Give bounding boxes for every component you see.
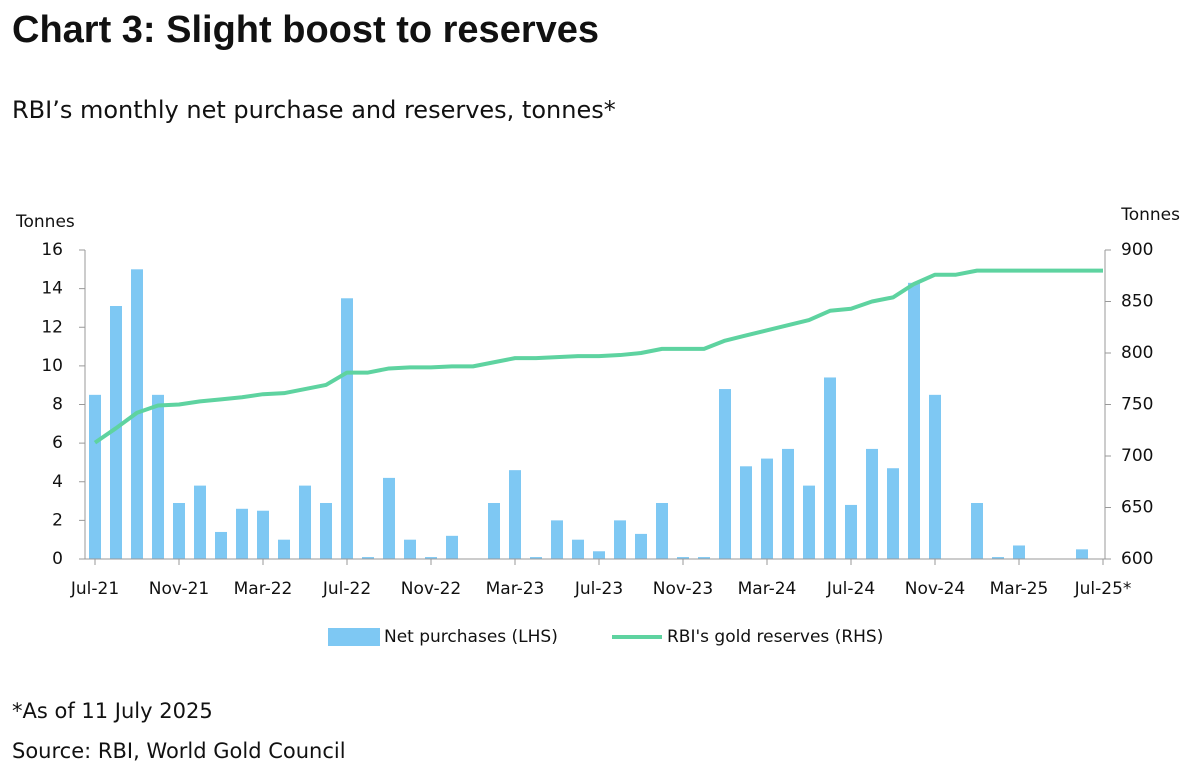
bar (278, 539, 290, 559)
bar (383, 477, 395, 559)
legend-label: RBI's gold reserves (RHS) (667, 627, 883, 647)
bar (698, 557, 710, 559)
bar (425, 557, 437, 559)
bar (257, 510, 269, 559)
bar (908, 282, 920, 559)
y-tick-label: 4 (52, 472, 63, 492)
y-tick-label: 10 (41, 356, 63, 376)
x-tick-label: Jul-23 (574, 579, 623, 599)
x-tick-label: Jul-25* (1074, 579, 1132, 599)
x-tick-label: Nov-22 (401, 579, 462, 599)
line (93, 268, 1103, 445)
bar (215, 531, 227, 559)
y-tick-label: 2 (52, 510, 63, 530)
y2-tick-label: 850 (1121, 292, 1153, 312)
bar (761, 458, 773, 559)
bar (614, 520, 626, 559)
bar (299, 485, 311, 559)
bar (677, 557, 689, 559)
bar (488, 502, 500, 559)
y2-tick-label: 800 (1121, 343, 1153, 363)
bar (845, 504, 857, 559)
footnote: *As of 11 July 2025 (12, 699, 213, 723)
bar (152, 394, 164, 559)
bar (1013, 545, 1025, 559)
y2-tick-label: 700 (1121, 446, 1153, 466)
bar (404, 539, 416, 559)
x-tick-label: Nov-21 (149, 579, 210, 599)
bar (173, 502, 185, 559)
bar (740, 466, 752, 559)
source: Source: RBI, World Gold Council (12, 739, 346, 763)
legend-label: Net purchases (LHS) (384, 627, 558, 647)
x-tick-label: Jul-24 (826, 579, 875, 599)
bar (992, 557, 1004, 559)
x-tick-label: Mar-25 (990, 579, 1049, 599)
bar (803, 485, 815, 559)
bar (551, 520, 563, 559)
bar (824, 377, 836, 559)
x-tick-label: Nov-23 (653, 579, 714, 599)
y-tick-label: 6 (52, 433, 63, 453)
x-tick-label: Jul-21 (70, 579, 119, 599)
bar (341, 298, 353, 559)
y2-tick-label: 750 (1121, 395, 1153, 415)
bar (887, 468, 899, 559)
bar (656, 502, 668, 559)
bar (446, 535, 458, 559)
legend-swatch (328, 628, 380, 646)
y-tick-label: 0 (52, 549, 63, 569)
bar (236, 508, 248, 559)
chart-title: Chart 3: Slight boost to reserves (12, 9, 599, 51)
bar (110, 306, 122, 559)
x-tick-label: Jul-22 (322, 579, 371, 599)
bar (89, 394, 101, 559)
y-tick-label: 14 (41, 279, 63, 299)
x-tick-label: Mar-22 (234, 579, 293, 599)
bar (635, 533, 647, 559)
y-tick-label: 16 (41, 240, 63, 260)
bar (530, 557, 542, 559)
bar (929, 394, 941, 559)
y2-tick-label: 650 (1121, 498, 1153, 518)
bar (719, 389, 731, 559)
bar (320, 502, 332, 559)
bar (782, 448, 794, 559)
bar (593, 551, 605, 559)
x-tick-label: Mar-24 (738, 579, 797, 599)
bar (194, 485, 206, 559)
chart-subtitle: RBI’s monthly net purchase and reserves,… (12, 96, 616, 124)
bar (572, 539, 584, 559)
bar (971, 502, 983, 559)
y-tick-label: 12 (41, 317, 63, 337)
y2-tick-label: 600 (1121, 549, 1153, 569)
bar (509, 470, 521, 559)
x-tick-label: Nov-24 (905, 579, 966, 599)
y2-axis-label: Tonnes (1120, 205, 1180, 225)
y2-tick-label: 900 (1121, 240, 1153, 260)
bar (1076, 549, 1088, 559)
y-tick-label: 8 (52, 395, 63, 415)
y-axis-label: Tonnes (15, 212, 75, 232)
bar (866, 448, 878, 559)
x-tick-label: Mar-23 (486, 579, 545, 599)
bar (362, 557, 374, 559)
